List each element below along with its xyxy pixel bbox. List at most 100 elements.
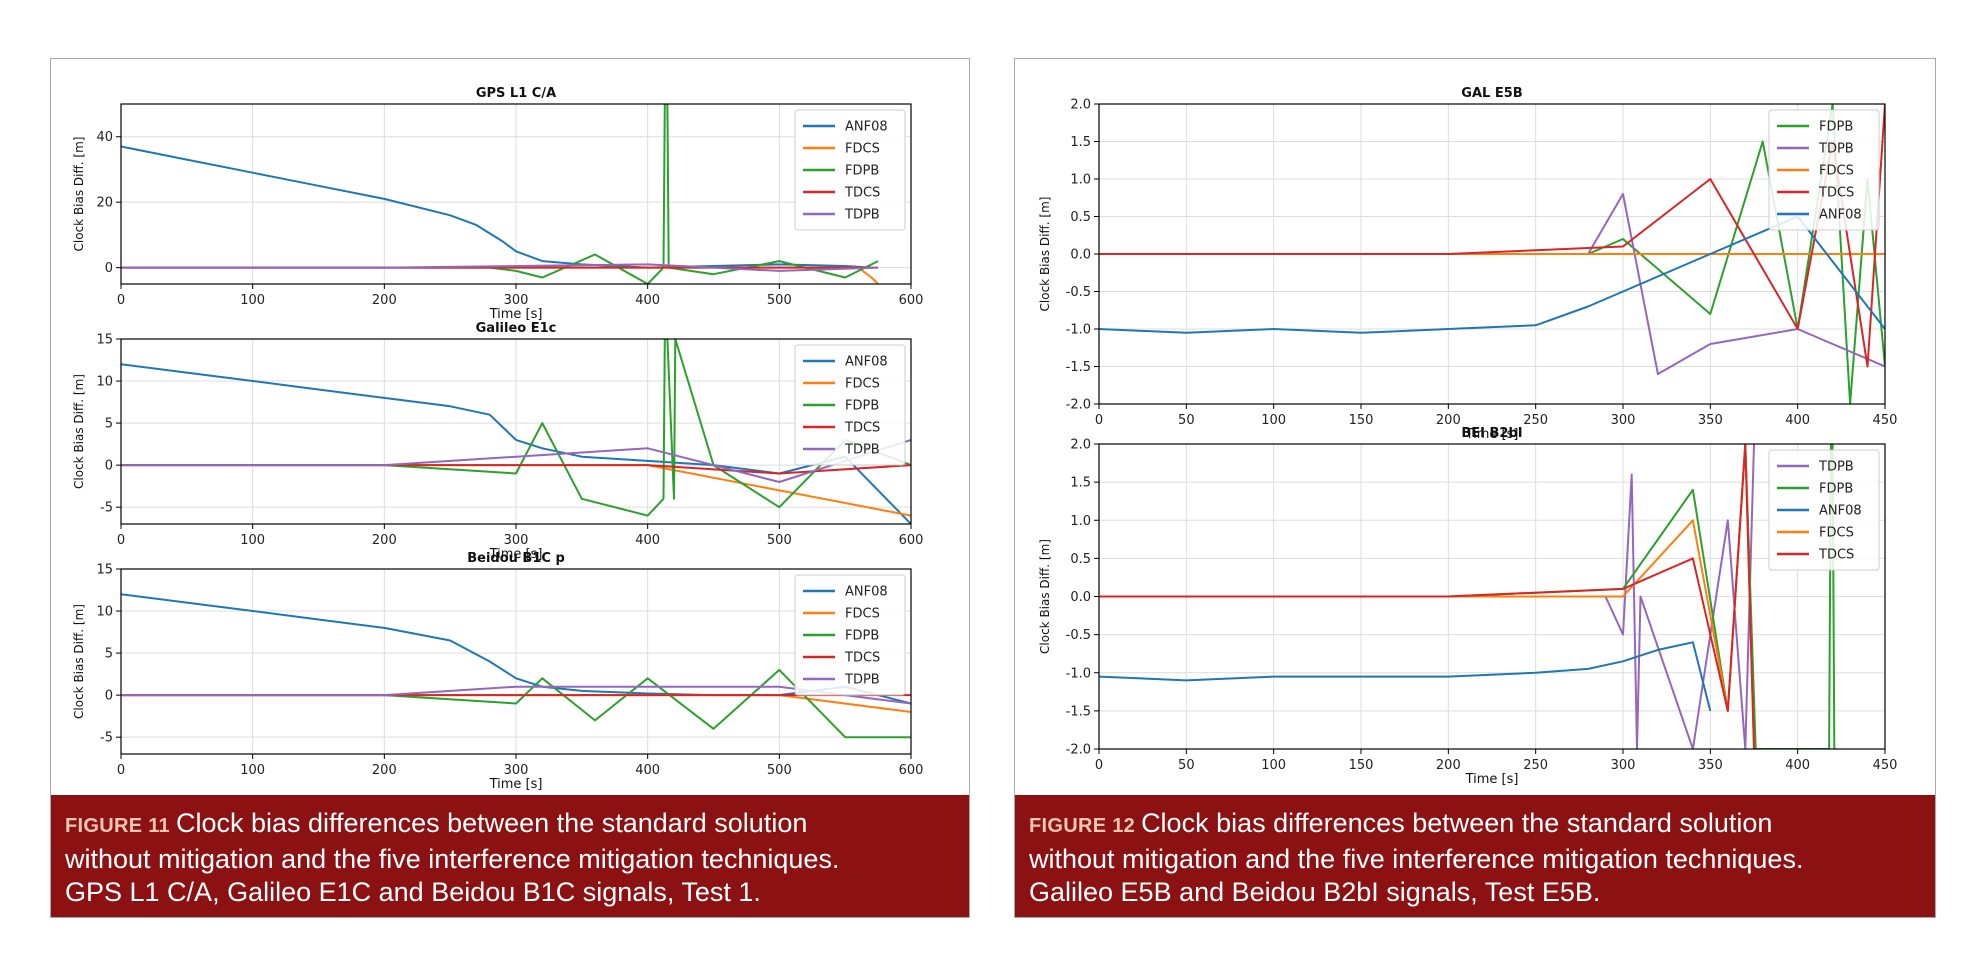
figure-12-caption: FIGURE 12 Clock bias differences between …	[1015, 795, 1935, 917]
x-axis-label: Time [s]	[489, 547, 543, 562]
x-tick-label: 200	[1436, 413, 1461, 428]
legend-box	[1768, 449, 1880, 571]
figure-12-chart-canvas: 0 50 100 150 200 250 300 350 400 450 -2.0 -1.5 -1.0 -…	[1038, 86, 1898, 787]
x-tick-label: 200	[372, 293, 397, 308]
y-tick-label: 1.0	[1070, 173, 1091, 188]
figure-12-plots: 0 50 100 150 200 250 300 350 400 450 -2.0 -1.5 -1.0 -…	[1015, 59, 1935, 797]
x-tick-label: 100	[1261, 413, 1286, 428]
y-tick-label: 0	[105, 689, 113, 704]
legend-label-tdpb: TDPB	[844, 208, 880, 223]
legend-label-tdcs: TDCS	[844, 651, 880, 666]
legend: TDPB FDPB ANF08 FDCS TDCS	[1768, 449, 1880, 571]
figure-11-caption-line-1: FIGURE 11 Clock bias differences between …	[65, 807, 955, 843]
x-tick-label: 200	[372, 763, 397, 778]
y-tick-label: 0	[105, 261, 113, 276]
x-tick-label: 0	[117, 293, 125, 308]
legend-label-tdpb: TDPB	[844, 443, 880, 458]
chart-title: GPS L1 C/A	[476, 86, 556, 101]
x-tick-label: 600	[899, 293, 924, 308]
chart-1: 0 100 200 300 400 500 600 -5 0 5 10 15 Galileo E1c Ti…	[72, 321, 923, 562]
series-group	[121, 104, 879, 284]
x-tick-label: 200	[372, 533, 397, 548]
x-tick-label: 400	[635, 763, 660, 778]
x-tick-label: 250	[1523, 413, 1548, 428]
series-line-anf08	[121, 363, 911, 524]
x-tick-label: 100	[1261, 758, 1286, 773]
figure-11: 0 100 200 300 400 500 600 0 20 40 GPS L1 C/A Time […	[50, 58, 970, 918]
y-tick-label: 1.0	[1070, 514, 1091, 529]
legend-box	[794, 109, 906, 231]
chart-title: Beidou B1C p	[467, 551, 565, 566]
legend: ANF08 FDCS FDPB TDCS TDPB	[794, 574, 906, 696]
series-group	[1099, 104, 1885, 404]
legend-label-anf08: ANF08	[1819, 504, 1862, 519]
y-tick-label: 0.0	[1070, 590, 1091, 605]
legend-label-fdpb: FDPB	[845, 629, 879, 644]
x-axis-label: Time [s]	[489, 777, 543, 792]
y-tick-label: 0.5	[1070, 552, 1091, 567]
legend-label-fdpb: FDPB	[845, 164, 879, 179]
figure-11-caption-line-2: without mitigation and the five interfer…	[65, 844, 840, 874]
legend-label-tdcs: TDCS	[1818, 548, 1854, 563]
x-tick-label: 300	[504, 293, 529, 308]
x-tick-label: 0	[117, 533, 125, 548]
x-tick-label: 450	[1873, 413, 1898, 428]
figure-12: 0 50 100 150 200 250 300 350 400 450 -2.0 -1.5 -1.0 -…	[1014, 58, 1936, 918]
figure-11-caption: FIGURE 11 Clock bias differences between …	[51, 795, 969, 917]
x-tick-label: 50	[1178, 758, 1195, 773]
y-axis-label: Clock Bias Diff. [m]	[72, 137, 86, 252]
x-tick-label: 0	[1095, 758, 1103, 773]
y-tick-label: 5	[105, 647, 113, 662]
x-tick-label: 100	[240, 533, 265, 548]
y-axis-label: Clock Bias Diff. [m]	[1038, 197, 1052, 312]
x-tick-label: 350	[1698, 758, 1723, 773]
y-tick-label: 0	[105, 459, 113, 474]
legend-label-fdcs: FDCS	[845, 377, 880, 392]
series-group	[121, 593, 911, 739]
y-tick-label: -0.5	[1066, 628, 1091, 643]
x-tick-label: 0	[1095, 413, 1103, 428]
chart-title: GAL E5B	[1461, 86, 1522, 101]
figure-11-plots: 0 100 200 300 400 500 600 0 20 40 GPS L1 C/A Time […	[51, 59, 969, 797]
figure-11-caption-line-3: GPS L1 C/A, Galileo E1C and Beidou B1C s…	[65, 877, 761, 907]
series-line-anf08	[1099, 641, 1712, 712]
y-tick-label: -1.0	[1066, 323, 1091, 338]
chart-4: 0 50 100 150 200 250 300 350 400 450 -2.0 -1.5 -1.0 -…	[1038, 426, 1897, 787]
x-tick-label: 500	[767, 763, 792, 778]
y-axis-label: Clock Bias Diff. [m]	[1038, 539, 1052, 654]
x-axis-label: Time [s]	[1465, 772, 1519, 787]
x-tick-label: 300	[1611, 758, 1636, 773]
x-tick-label: 500	[767, 533, 792, 548]
y-tick-label: 1.5	[1070, 135, 1091, 150]
legend: ANF08 FDCS FDPB TDCS TDPB	[794, 344, 906, 466]
y-tick-label: 5	[105, 417, 113, 432]
y-tick-label: 2.0	[1070, 98, 1091, 113]
x-tick-label: 300	[504, 533, 529, 548]
series-line-fdpb	[121, 339, 911, 517]
x-tick-label: 250	[1523, 758, 1548, 773]
x-tick-label: 150	[1349, 413, 1374, 428]
y-tick-label: -2.0	[1066, 398, 1091, 413]
legend-label-anf08: ANF08	[845, 355, 888, 370]
y-tick-label: 15	[96, 333, 113, 348]
x-tick-label: 450	[1873, 758, 1898, 773]
chart-0: 0 100 200 300 400 500 600 0 20 40 GPS L1 C/A Time […	[72, 86, 923, 322]
y-tick-label: 10	[96, 375, 113, 390]
y-tick-label: 20	[96, 196, 113, 211]
y-axis-label: Clock Bias Diff. [m]	[72, 604, 86, 719]
y-tick-label: 0.5	[1070, 210, 1091, 225]
legend-label-anf08: ANF08	[845, 120, 888, 135]
x-tick-label: 50	[1178, 413, 1195, 428]
legend-label-tdcs: TDCS	[1818, 186, 1854, 201]
series-line-tdpb	[1099, 193, 1885, 375]
series-line-tdcs	[1099, 444, 1755, 749]
legend-box	[794, 344, 906, 466]
y-tick-label: 40	[96, 130, 113, 145]
y-tick-label: 15	[96, 563, 113, 578]
y-tick-label: 1.5	[1070, 476, 1091, 491]
x-tick-label: 400	[635, 293, 660, 308]
legend-label-tdcs: TDCS	[844, 186, 880, 201]
x-tick-label: 600	[899, 763, 924, 778]
legend-label-tdpb: TDPB	[1818, 460, 1854, 475]
y-tick-label: -2.0	[1066, 743, 1091, 758]
